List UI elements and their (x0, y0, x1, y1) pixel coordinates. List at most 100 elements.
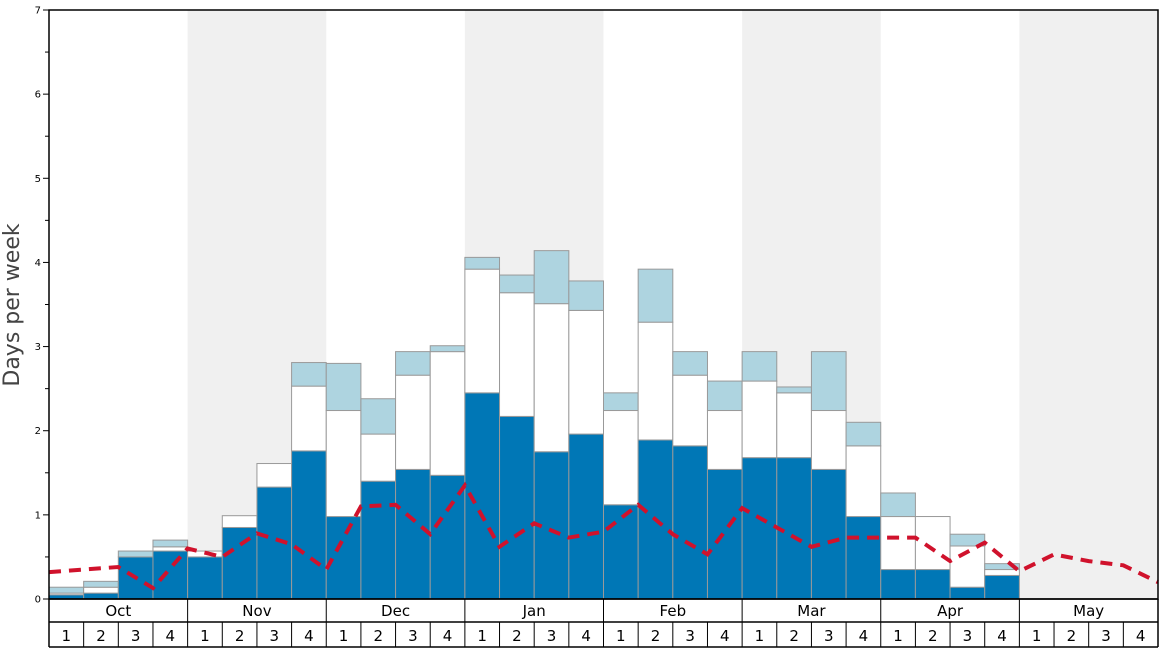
bar-white-5 (221, 515, 258, 528)
bar-white-1 (83, 586, 119, 594)
bar-white-12 (464, 268, 501, 394)
month-label-may: May (1073, 602, 1104, 620)
bar-white-20 (741, 380, 778, 459)
bar-dark-20 (741, 457, 778, 600)
bar-light-15 (568, 280, 604, 311)
x-axis: Oct 1 2 3 4 Nov 1 2 3 4 Dec 1 2 3 4 Jan 1 2 3 4 Feb 1 2 3 4 Mar 1 2… (48, 598, 1159, 648)
week-label-may-4: 4 (1136, 627, 1146, 645)
week-label-apr-2: 2 (928, 627, 938, 645)
y-tick-label: 5 (35, 174, 41, 185)
bar-dark-10 (395, 468, 431, 600)
month-label-apr: Apr (937, 602, 964, 620)
bar-light-18 (672, 351, 708, 376)
week-label-may-1: 1 (1032, 627, 1042, 645)
bar-white-21 (776, 392, 812, 459)
week-label-mar-3: 3 (824, 627, 834, 645)
bar-dark-16 (603, 504, 639, 600)
bar-light-23 (845, 421, 882, 447)
bar-dark-26 (949, 586, 986, 600)
bar-light-0 (48, 586, 85, 594)
week-label-jan-2: 2 (512, 627, 522, 645)
bar-light-3 (152, 539, 189, 548)
bar-white-13 (499, 292, 535, 417)
week-label-oct-1: 1 (62, 627, 72, 645)
bar-white-10 (395, 374, 431, 470)
week-label-may-2: 2 (1067, 627, 1077, 645)
bar-light-17 (637, 268, 674, 323)
month-label-nov: Nov (242, 602, 271, 620)
bar-dark-13 (499, 415, 535, 600)
month-label-dec: Dec (381, 602, 410, 620)
y-axis-label: Days per week (0, 223, 25, 386)
bar-dark-15 (568, 433, 604, 600)
week-label-feb-3: 3 (685, 627, 695, 645)
bar-white-25 (914, 516, 951, 571)
week-label-dec-3: 3 (408, 627, 418, 645)
week-label-dec-1: 1 (339, 627, 349, 645)
week-label-mar-2: 2 (789, 627, 799, 645)
y-tick-label: 0 (35, 595, 41, 606)
bar-white-7 (291, 385, 327, 452)
bar-white-15 (568, 309, 604, 435)
y-tick-label: 2 (35, 426, 41, 437)
bar-white-18 (672, 374, 708, 447)
bar-light-11 (429, 345, 466, 353)
bar-dark-19 (706, 468, 743, 600)
week-label-jan-3: 3 (547, 627, 557, 645)
bar-dark-4 (187, 556, 223, 600)
week-label-jan-4: 4 (581, 627, 591, 645)
bar-white-17 (637, 321, 674, 441)
y-tick-label: 3 (35, 342, 41, 353)
week-label-nov-4: 4 (304, 627, 314, 645)
bar-dark-9 (360, 480, 397, 600)
week-label-mar-4: 4 (859, 627, 869, 645)
bar-light-9 (360, 398, 397, 435)
bar-dark-18 (672, 445, 708, 600)
bar-light-10 (395, 351, 431, 376)
bar-light-22 (810, 351, 847, 412)
week-label-feb-2: 2 (651, 627, 661, 645)
bar-white-27 (984, 569, 1020, 576)
bar-dark-1 (83, 592, 119, 600)
bar-light-12 (464, 256, 501, 270)
bar-light-21 (776, 386, 812, 394)
week-label-feb-1: 1 (616, 627, 626, 645)
bar-dark-5 (221, 526, 258, 600)
bar-dark-7 (291, 450, 327, 600)
week-label-dec-4: 4 (443, 627, 453, 645)
week-label-nov-1: 1 (200, 627, 210, 645)
week-label-may-3: 3 (1101, 627, 1111, 645)
bar-white-19 (706, 410, 743, 470)
bar-light-26 (949, 533, 986, 547)
y-tick-label: 1 (35, 510, 41, 521)
bar-dark-22 (810, 468, 847, 600)
bar-white-23 (845, 445, 882, 518)
week-label-apr-3: 3 (963, 627, 973, 645)
y-tick-label: 6 (35, 90, 41, 101)
y-tick-label: 4 (35, 258, 41, 269)
month-label-mar: Mar (797, 602, 826, 620)
week-label-oct-2: 2 (96, 627, 106, 645)
month-band-may (1019, 10, 1158, 599)
week-label-nov-2: 2 (235, 627, 245, 645)
bar-light-1 (83, 580, 119, 588)
bar-white-14 (533, 303, 570, 453)
week-label-mar-1: 1 (755, 627, 765, 645)
bar-light-8 (325, 362, 362, 412)
bar-dark-27 (984, 574, 1020, 600)
bar-white-11 (429, 351, 466, 476)
y-tick-label: 7 (35, 6, 41, 17)
bar-light-2 (117, 550, 154, 558)
bar-dark-8 (325, 516, 362, 600)
week-label-dec-2: 2 (373, 627, 383, 645)
week-label-oct-4: 4 (166, 627, 176, 645)
bar-white-9 (360, 433, 397, 482)
bar-white-16 (603, 410, 639, 506)
bar-white-8 (325, 410, 362, 518)
bars (48, 250, 1020, 600)
month-label-oct: Oct (105, 602, 131, 620)
week-label-oct-3: 3 (131, 627, 141, 645)
bar-light-14 (533, 250, 570, 305)
bar-dark-3 (152, 550, 189, 600)
week-label-apr-4: 4 (997, 627, 1007, 645)
